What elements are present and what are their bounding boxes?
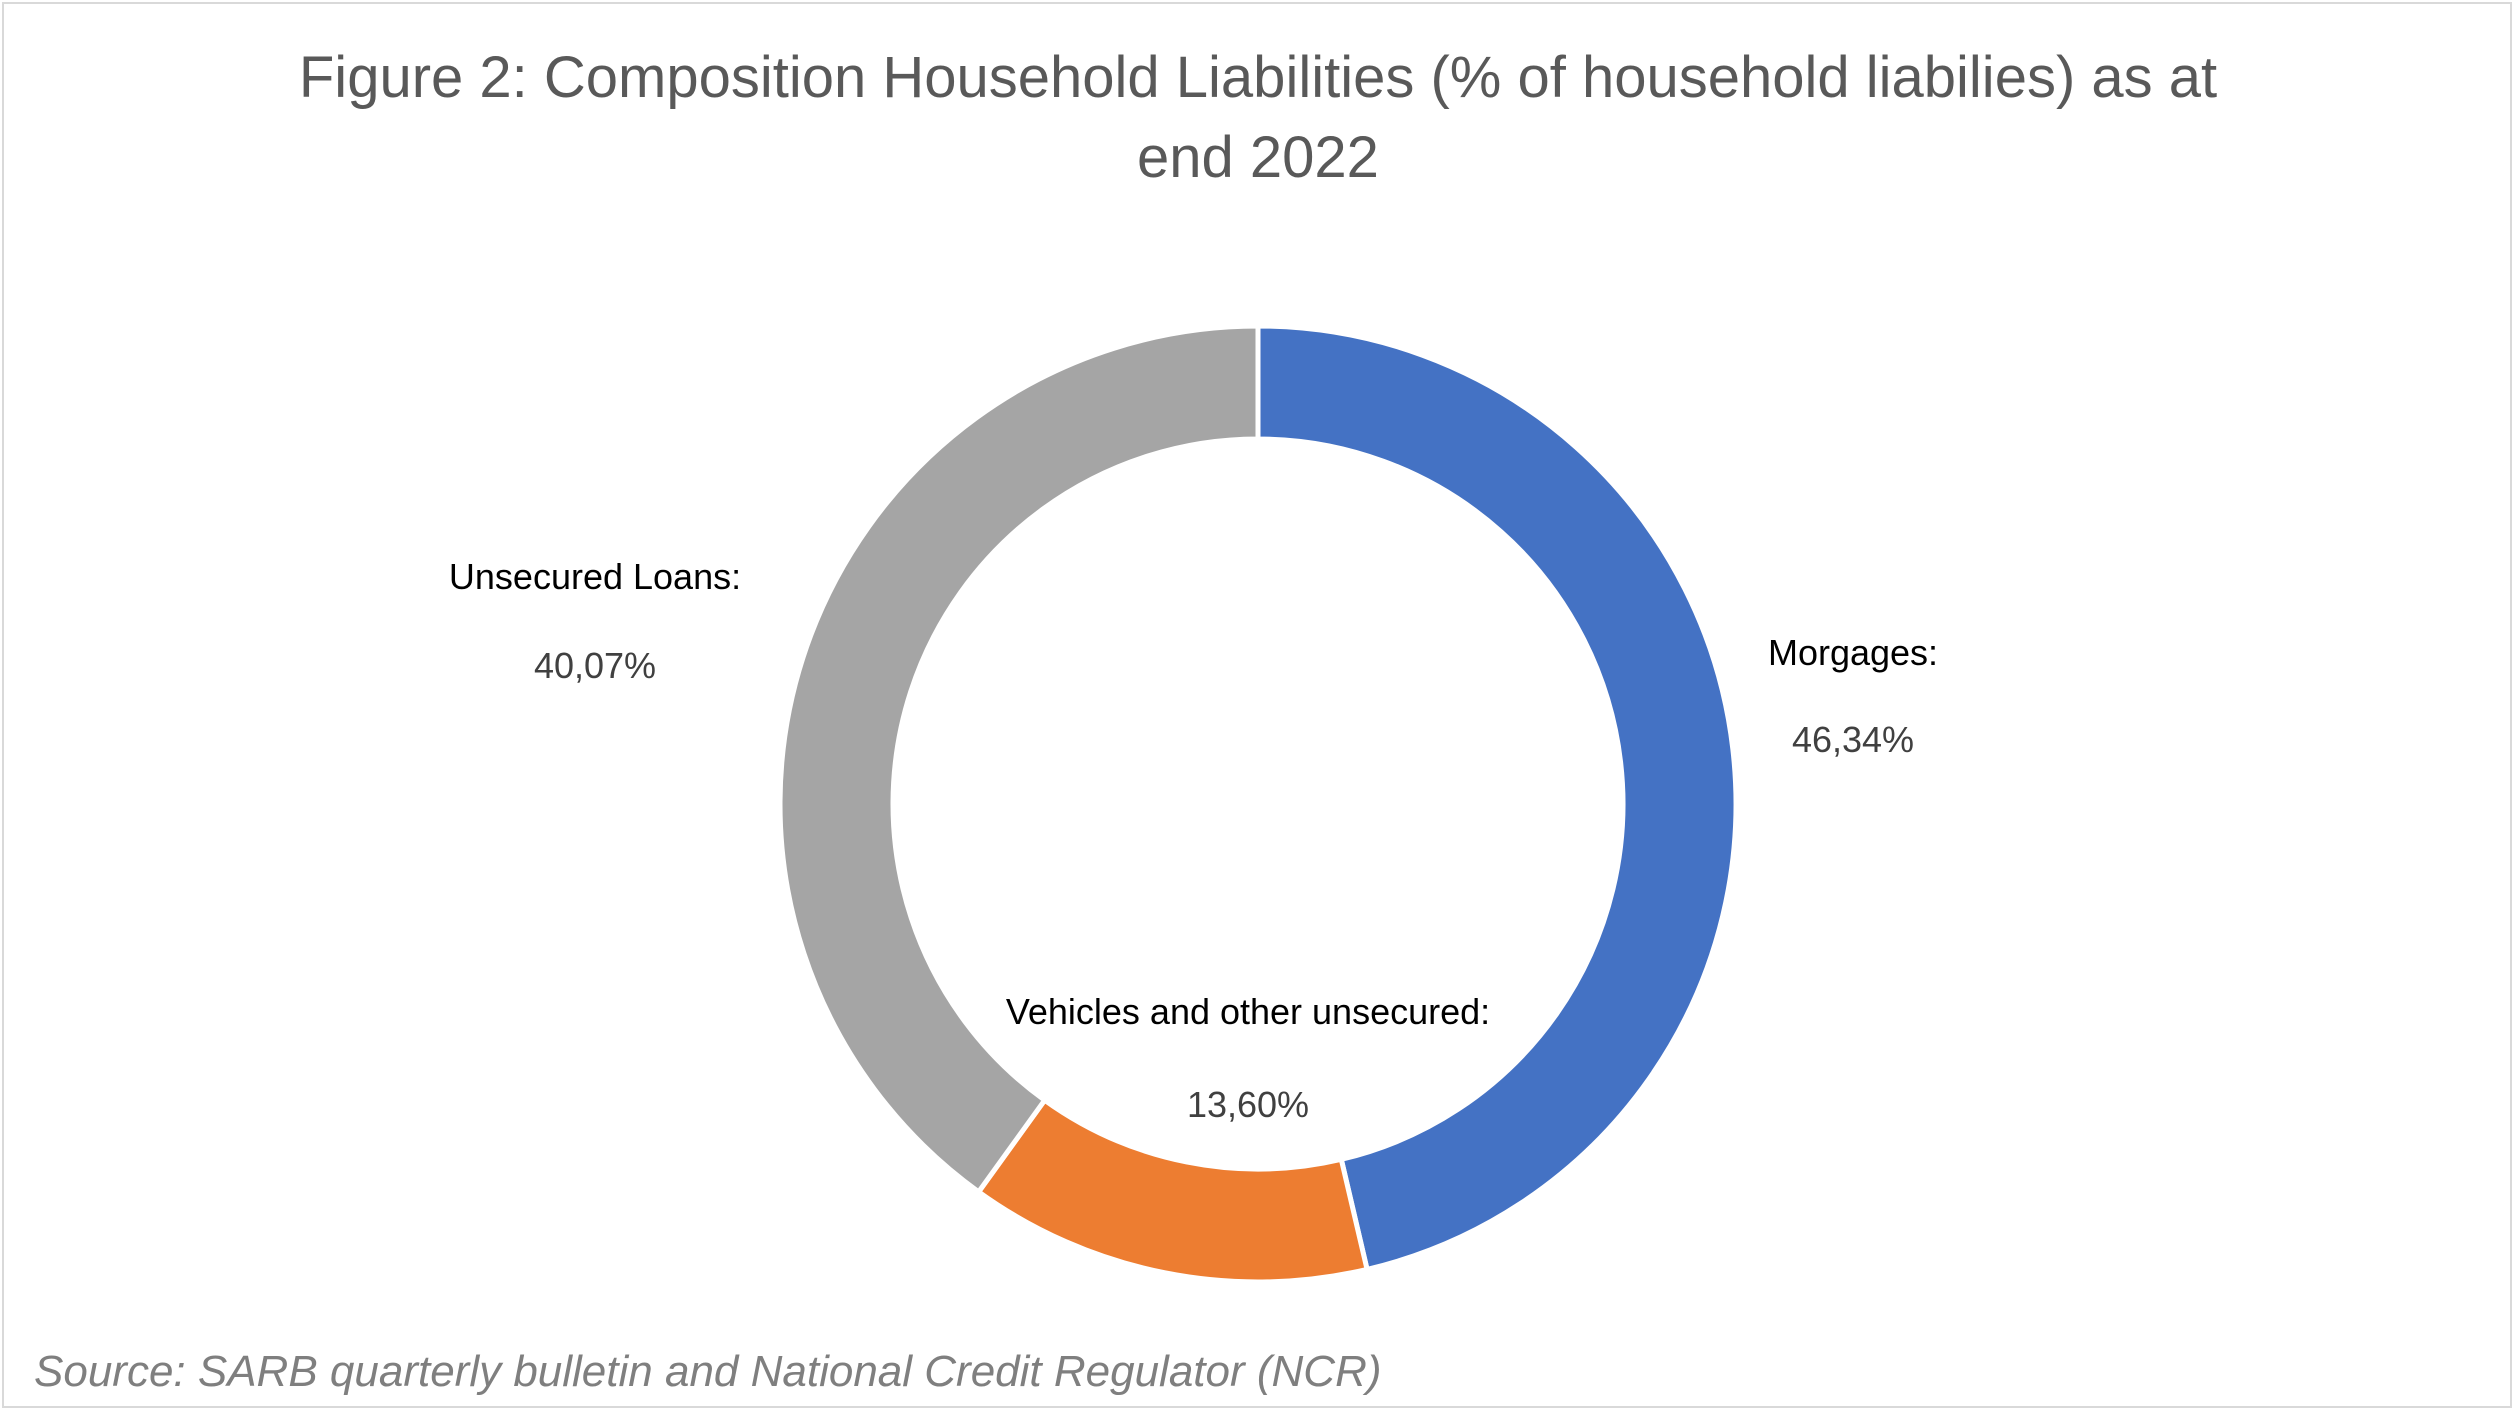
data-label-value-morgages: 46,34% (1792, 719, 1914, 760)
data-label-value-unsecured-loans: 40,07% (534, 645, 656, 686)
slice-unsecured-loans (777, 323, 1261, 1196)
slice-morgages (1255, 323, 1739, 1273)
data-label-category-vehicles-and-other-unsecured: Vehicles and other unsecured: (1006, 991, 1490, 1032)
slice-vehicles-and-other-unsecured (975, 1096, 1371, 1285)
chart-title: Figure 2: Composition Household Liabilit… (298, 45, 2218, 190)
data-label-value-vehicles-and-other-unsecured: 13,60% (1187, 1084, 1309, 1125)
data-label-category-unsecured-loans: Unsecured Loans: (449, 556, 741, 597)
source-note: Source: SARB quarterly bulletin and Nati… (34, 1347, 1382, 1396)
data-label-category-morgages: Morgages: (1768, 632, 1938, 673)
